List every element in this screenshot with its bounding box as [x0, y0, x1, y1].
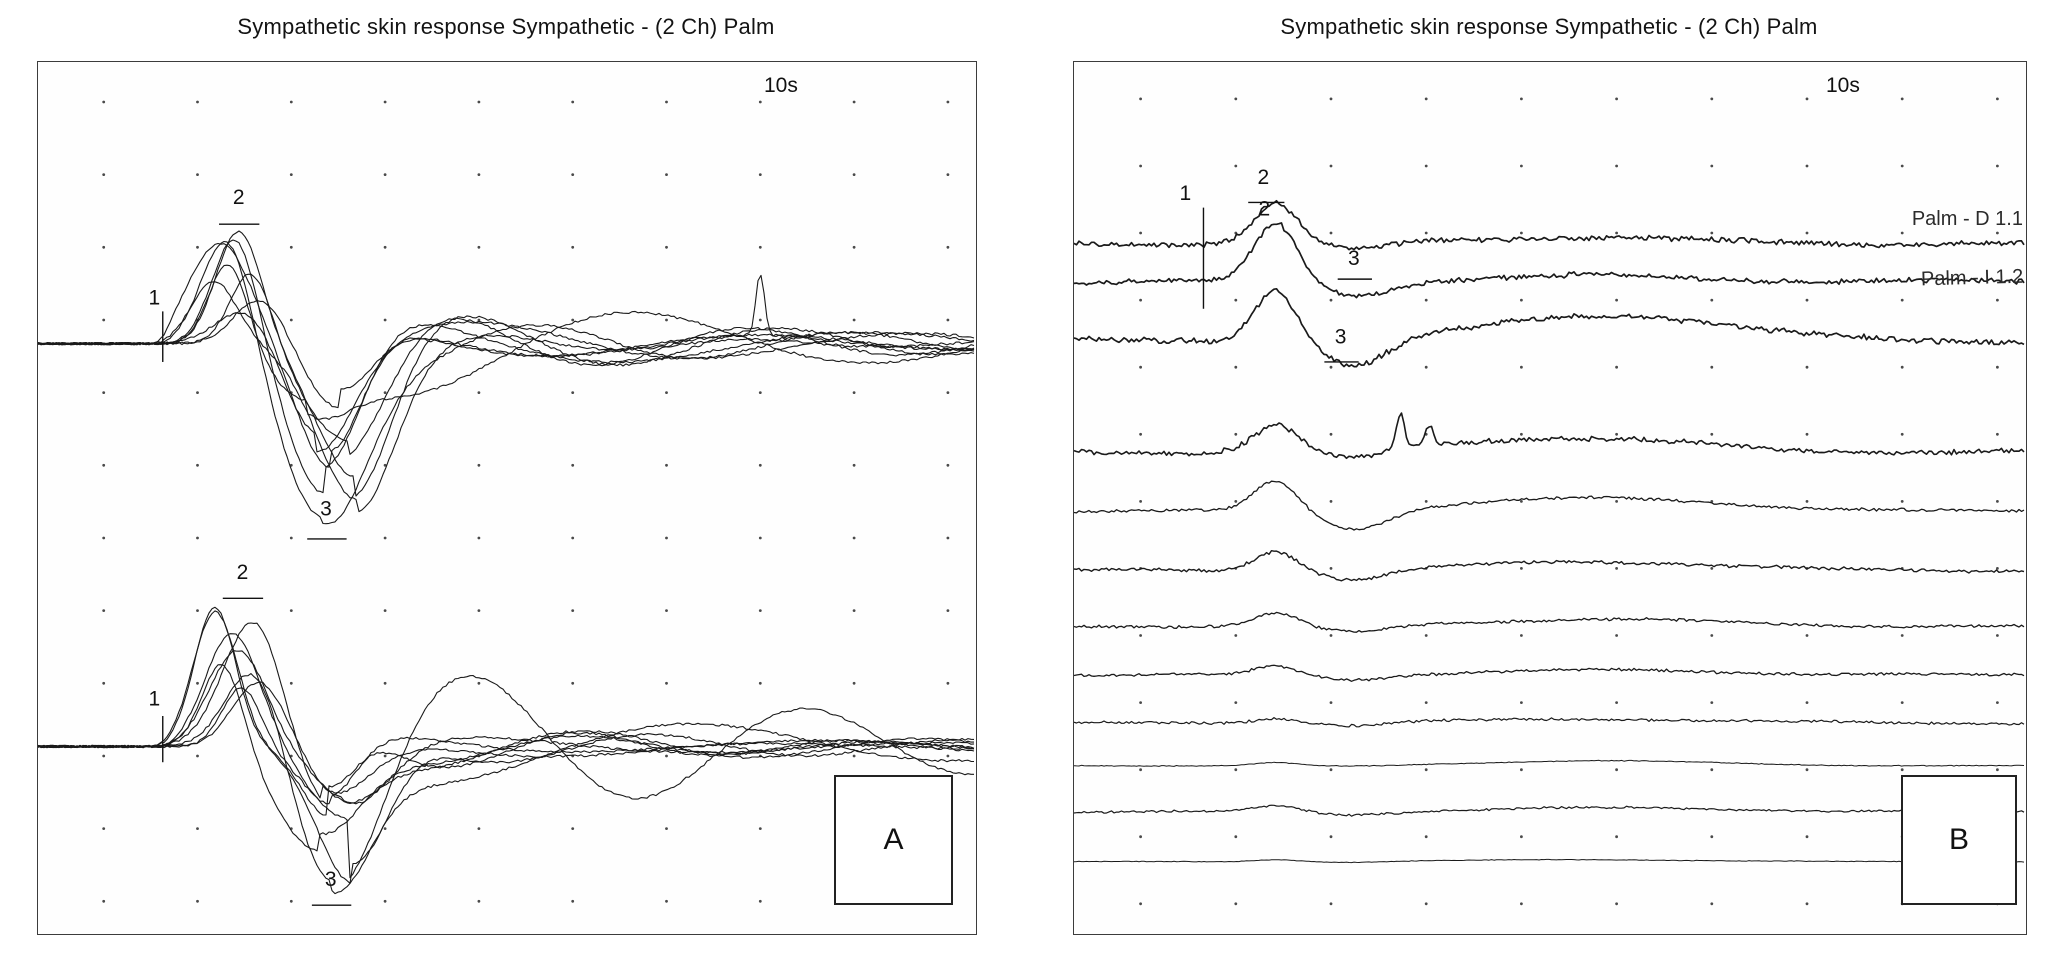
ssr-sweep-ch1	[38, 281, 975, 513]
ssr-sweep-ch2	[38, 610, 975, 884]
marker-label-3: 3	[1335, 326, 1347, 349]
ssr-sweep-ch2	[38, 650, 975, 805]
marker-label-3: 3	[320, 497, 332, 520]
panel-b-letter-box: B	[1901, 775, 2017, 905]
marker-label-3: 3	[1348, 247, 1360, 270]
marker-label-3: 3	[325, 868, 337, 891]
grid-dots	[1139, 97, 1999, 906]
marker-label-2: 2	[237, 561, 249, 584]
panel-b-plot: 1 2 2 3 3 10s Palm - D 1.1 Palm - I 1.2 B	[1073, 61, 2027, 935]
panel-b-time-label: 10s	[1826, 74, 1860, 97]
panel-b-waveforms: 1 2 2 3 3	[1074, 97, 2025, 906]
trace-label-palm-d: Palm - D 1.1	[1911, 208, 2023, 230]
marker-label-1: 1	[1180, 182, 1192, 205]
marker-label-1: 1	[148, 286, 160, 309]
grid-dots	[102, 100, 950, 903]
ssr-trial-8	[1074, 664, 2025, 682]
ssr-sweep-ch1	[38, 242, 975, 468]
ssr-trial-3	[1074, 287, 2025, 368]
panel-b-letter: B	[1948, 823, 1969, 856]
ssr-trial-5	[1074, 480, 2025, 531]
ssr-sweep-ch1	[38, 264, 975, 420]
marker-label-2: 2	[233, 186, 245, 209]
trace-label-palm-i: Palm - I 1.2	[1920, 265, 2024, 291]
ssr-sweep-ch1	[38, 273, 975, 455]
ssr-sweep-ch2	[38, 633, 975, 805]
ssr-trial-10	[1074, 759, 2025, 767]
panel-a-letter: A	[883, 823, 904, 856]
ssr-trial-9	[1074, 716, 2025, 728]
ssr-trial-7	[1074, 611, 2025, 633]
panel-b-title: Sympathetic skin response Sympathetic - …	[1280, 14, 1818, 39]
marker-label-2: 2	[1259, 198, 1271, 221]
ssr-trial-1	[1074, 199, 2025, 251]
ssr-sweep-ch1	[38, 230, 975, 497]
panel-a-plot: 1 2 3 1 2 3 10s A	[37, 61, 977, 935]
ssr-sweep-ch1	[38, 239, 975, 494]
panel-a-letter-box: A	[834, 775, 953, 905]
ssr-trial-2	[1074, 222, 2025, 299]
panel-a-time-label: 10s	[764, 74, 798, 97]
panel-a-title: Sympathetic skin response Sympathetic - …	[237, 14, 775, 39]
ssr-sweep-ch2	[38, 673, 975, 895]
ssr-trial-6	[1074, 550, 2025, 582]
ssr-sweep-ch1	[38, 240, 975, 525]
panel-a-waveforms: 1 2 3 1 2 3	[38, 100, 975, 906]
ssr-sweep-ch2	[38, 681, 974, 804]
ssr-trial-11	[1074, 804, 2025, 817]
marker-label-1: 1	[148, 688, 160, 711]
marker-label-2: 2	[1258, 166, 1270, 189]
ssr-trial-12	[1074, 858, 2025, 864]
ssr-trial-4	[1074, 412, 2025, 460]
ssr-sweep-ch2	[38, 622, 975, 799]
